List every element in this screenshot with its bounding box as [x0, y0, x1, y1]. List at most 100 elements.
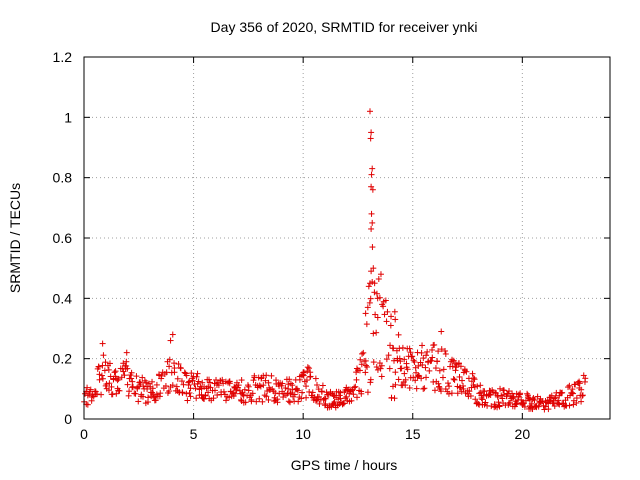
- data-point: [350, 391, 357, 398]
- data-point: [395, 376, 402, 383]
- data-point: [570, 390, 577, 397]
- data-point: [274, 396, 281, 403]
- data-point: [369, 165, 376, 172]
- data-point: [435, 348, 442, 355]
- data-point: [99, 362, 106, 369]
- data-point: [424, 348, 431, 355]
- data-point: [348, 397, 355, 404]
- data-point: [466, 388, 473, 395]
- data-point: [366, 299, 373, 306]
- x-tick-label: 10: [295, 426, 311, 442]
- data-point: [370, 359, 377, 366]
- data-point: [378, 373, 385, 380]
- data-point: [145, 380, 152, 387]
- data-point: [498, 392, 505, 399]
- y-axis-label: SRMTID / TECUs: [7, 183, 23, 293]
- data-point: [341, 400, 348, 407]
- data-point: [559, 389, 566, 396]
- data-point: [444, 380, 451, 387]
- data-point: [99, 340, 106, 347]
- data-point: [354, 394, 361, 401]
- data-point: [420, 355, 427, 362]
- data-point: [359, 350, 366, 357]
- data-point: [186, 389, 193, 396]
- data-point: [402, 376, 409, 383]
- data-point: [375, 276, 382, 283]
- data-point: [116, 387, 123, 394]
- data-point: [84, 384, 91, 391]
- data-point: [339, 401, 346, 408]
- data-point: [143, 379, 150, 386]
- data-point: [352, 383, 359, 390]
- data-point: [250, 377, 257, 384]
- data-point: [481, 388, 488, 395]
- data-point: [373, 364, 380, 371]
- data-point: [166, 356, 173, 363]
- data-point: [279, 380, 286, 387]
- data-point: [371, 289, 378, 296]
- data-point: [195, 378, 202, 385]
- data-point: [496, 402, 503, 409]
- data-point: [385, 352, 392, 359]
- data-point: [384, 308, 391, 315]
- data-point: [402, 382, 409, 389]
- data-point: [579, 392, 586, 399]
- data-point: [139, 393, 146, 400]
- data-point: [124, 381, 131, 388]
- data-point: [343, 393, 350, 400]
- data-point: [438, 328, 445, 335]
- data-point: [524, 390, 531, 397]
- data-point: [374, 366, 381, 373]
- data-point: [173, 383, 180, 390]
- data-point: [201, 395, 208, 402]
- data-point: [535, 403, 542, 410]
- data-point: [167, 337, 174, 344]
- data-point: [115, 375, 122, 382]
- data-point: [304, 364, 311, 371]
- data-point: [440, 366, 447, 373]
- data-point: [192, 385, 199, 392]
- data-point: [381, 311, 388, 318]
- data-point: [387, 342, 394, 349]
- data-point: [263, 372, 270, 379]
- data-point: [457, 363, 464, 370]
- data-point: [423, 352, 430, 359]
- data-point: [415, 372, 422, 379]
- data-point: [370, 330, 377, 337]
- data-point: [141, 377, 148, 384]
- data-point: [106, 360, 113, 367]
- data-point: [382, 297, 389, 304]
- data-point: [268, 372, 275, 379]
- data-point: [435, 380, 442, 387]
- data-point: [368, 210, 375, 217]
- data-point: [360, 349, 367, 356]
- data-point: [369, 219, 376, 226]
- data-point: [105, 366, 112, 373]
- data-point: [259, 398, 266, 405]
- data-point: [153, 381, 160, 388]
- data-point: [106, 380, 113, 387]
- data-point: [369, 186, 376, 193]
- data-point: [272, 390, 279, 397]
- data-point: [578, 386, 585, 393]
- data-point: [450, 375, 457, 382]
- data-point: [429, 354, 436, 361]
- data-point: [387, 322, 394, 329]
- data-point: [331, 398, 338, 405]
- data-point: [158, 375, 165, 382]
- data-point: [439, 374, 446, 381]
- plot-frame: [83, 56, 611, 420]
- data-point: [256, 395, 263, 402]
- data-point: [99, 375, 106, 382]
- data-point: [215, 382, 222, 389]
- data-point: [177, 365, 184, 372]
- data-point: [235, 382, 242, 389]
- data-point: [477, 382, 484, 389]
- data-point: [145, 394, 152, 401]
- data-point: [245, 387, 252, 394]
- data-point: [108, 383, 115, 390]
- data-point: [392, 316, 399, 323]
- data-point: [556, 401, 563, 408]
- data-point: [404, 366, 411, 373]
- data-point: [412, 377, 419, 384]
